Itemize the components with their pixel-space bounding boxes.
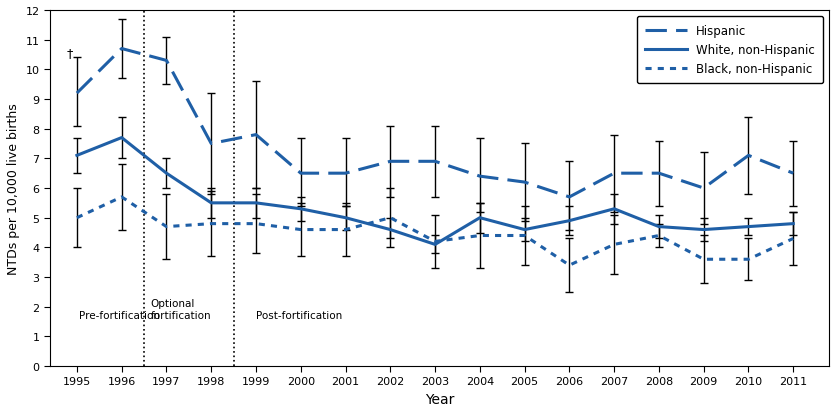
Legend: Hispanic, White, non-Hispanic, Black, non-Hispanic: Hispanic, White, non-Hispanic, Black, no…	[637, 17, 823, 84]
Text: Optional
fortification: Optional fortification	[150, 299, 212, 320]
Y-axis label: NTDs per 10,000 live births: NTDs per 10,000 live births	[7, 103, 20, 274]
X-axis label: Year: Year	[425, 392, 454, 406]
Text: †: †	[67, 47, 74, 60]
Text: Pre-fortification: Pre-fortification	[79, 310, 161, 320]
Text: Post-fortification: Post-fortification	[256, 310, 342, 320]
